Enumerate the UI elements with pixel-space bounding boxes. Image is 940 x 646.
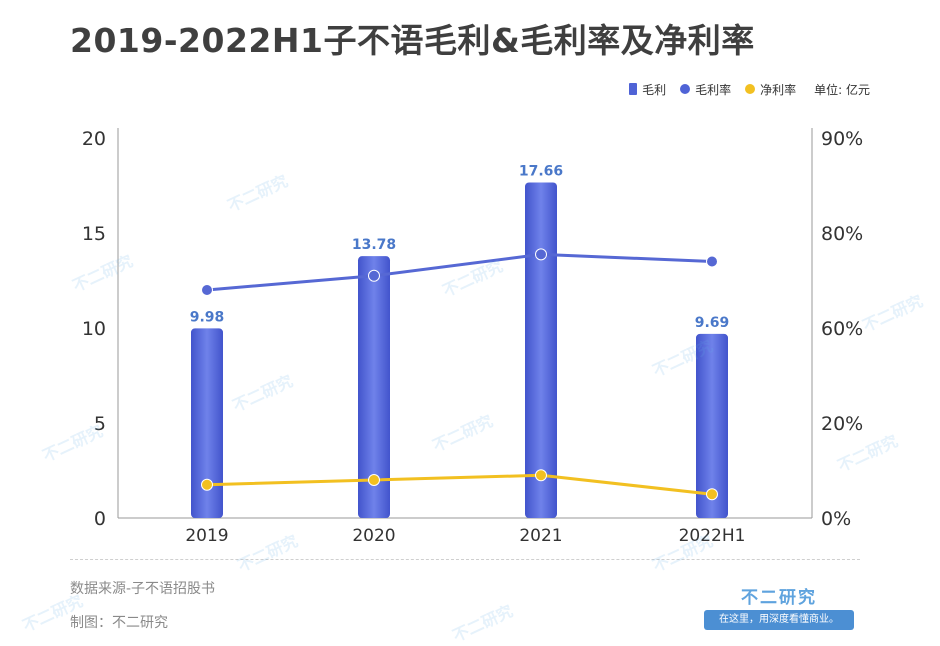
point-gross-margin — [368, 269, 380, 282]
y-left-tick-label: 5 — [94, 413, 106, 435]
legend-item-gross-margin: 毛利率 — [680, 81, 731, 98]
x-tick-label: 2020 — [352, 526, 395, 546]
chart-title: 2019-2022H1子不语毛利&毛利率及净利率 — [70, 21, 755, 60]
y-right-tick-label: 60% — [821, 318, 863, 340]
y-left-tick-label: 10 — [82, 318, 106, 340]
legend-bar-swatch — [629, 83, 638, 95]
brand-logo-text: 不二研究 — [741, 588, 817, 608]
bar-gross-profit — [696, 333, 728, 518]
point-gross-margin — [535, 248, 547, 261]
legend-item-gross-profit: 毛利 — [629, 81, 666, 98]
legend-dot-swatch — [680, 84, 691, 94]
legend-label: 净利率 — [760, 82, 797, 97]
footer-divider — [70, 559, 860, 560]
brand-slogan: 在这里，用深度看懂商业。 — [704, 610, 854, 630]
y-right-tick-label: 80% — [821, 223, 863, 245]
point-gross-margin — [201, 284, 213, 296]
unit-label: 单位: 亿元 — [814, 82, 870, 97]
bar-gross-profit — [191, 328, 223, 518]
chart-maker: 制图：不二研究 — [70, 615, 168, 631]
bar-data-label: 9.98 — [190, 309, 225, 325]
y-left-tick-label: 15 — [82, 223, 106, 245]
line-gross-margin — [206, 252, 713, 292]
x-tick-label: 2019 — [185, 526, 228, 546]
point-net-margin — [368, 474, 380, 486]
data-source: 数据来源-子不语招股书 — [70, 581, 216, 597]
legend-label: 毛利率 — [695, 82, 732, 97]
line-net-margin — [206, 473, 713, 496]
x-tick-label: 2022H1 — [679, 526, 746, 546]
y-right-tick-label: 0% — [821, 508, 851, 530]
y-right-tick-label: 90% — [821, 128, 863, 150]
legend-dot-swatch — [745, 84, 756, 94]
legend: 毛利 毛利率 净利率 单位: 亿元 — [629, 80, 870, 98]
bar-gross-profit — [525, 182, 557, 518]
bar-data-label: 13.78 — [352, 237, 396, 253]
y-left-tick-label: 0 — [94, 508, 106, 530]
legend-label: 毛利 — [642, 82, 667, 97]
y-left-tick-label: 20 — [82, 128, 106, 150]
x-tick-label: 2021 — [519, 526, 562, 546]
point-net-margin — [201, 478, 213, 491]
point-net-margin — [535, 469, 547, 482]
y-right-tick-label: 20% — [821, 413, 863, 435]
point-net-margin — [706, 488, 718, 501]
point-gross-margin — [706, 255, 718, 268]
legend-item-net-margin: 净利率 — [745, 81, 796, 98]
bar-data-label: 9.69 — [695, 315, 730, 331]
bar-gross-profit — [358, 256, 390, 518]
bar-data-label: 17.66 — [519, 163, 563, 179]
